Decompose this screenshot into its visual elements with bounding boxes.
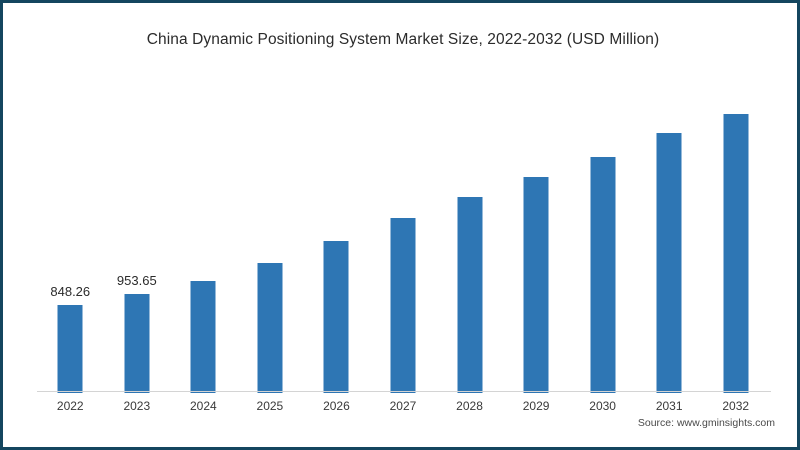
bar-slot: 848.26 <box>37 63 104 393</box>
x-axis-tick-label: 2029 <box>522 399 550 413</box>
bar[interactable] <box>590 156 616 393</box>
chart-title: China Dynamic Positioning System Market … <box>146 31 660 48</box>
bar[interactable] <box>190 281 216 393</box>
bar-slot <box>436 63 503 393</box>
bar-slot <box>569 63 636 393</box>
bar-slot <box>370 63 437 393</box>
x-axis-tick-label: 2024 <box>189 399 217 413</box>
x-axis-tick-label: 2027 <box>389 399 417 413</box>
bar-slot <box>503 63 570 393</box>
bar-value-label: 848.26 <box>50 284 91 299</box>
x-axis-tick-label: 2028 <box>456 399 483 413</box>
bar[interactable] <box>390 217 416 393</box>
bar[interactable] <box>57 305 83 393</box>
bar-slot <box>170 63 237 393</box>
bar[interactable] <box>323 241 349 393</box>
x-axis-tick-label: 2025 <box>256 399 284 413</box>
x-axis-tick-label: 2026 <box>323 399 350 413</box>
bar-slot <box>303 63 370 393</box>
bar[interactable] <box>723 114 749 393</box>
bar-slot <box>237 63 304 393</box>
bar[interactable] <box>257 263 283 393</box>
plot-area: 848.26 953.65 <box>37 63 769 393</box>
x-axis-tick-label: 2031 <box>655 399 683 413</box>
bar[interactable] <box>124 294 150 393</box>
x-axis-tick-label: 2023 <box>123 399 151 413</box>
bar[interactable] <box>457 197 483 393</box>
bar[interactable] <box>523 176 549 393</box>
x-axis-tick-label: 2022 <box>56 399 84 413</box>
bar-slot <box>702 63 769 393</box>
bar-slot <box>636 63 703 393</box>
source-note: Source: www.gminsights.com <box>637 417 775 429</box>
bar[interactable] <box>656 133 682 393</box>
x-axis-tick-label: 2032 <box>722 399 750 413</box>
x-axis-tick-label: 2030 <box>589 399 616 413</box>
x-axis-baseline <box>37 391 771 392</box>
bar-value-label: 953.65 <box>116 273 157 289</box>
bar-slot: 953.65 <box>104 63 171 393</box>
